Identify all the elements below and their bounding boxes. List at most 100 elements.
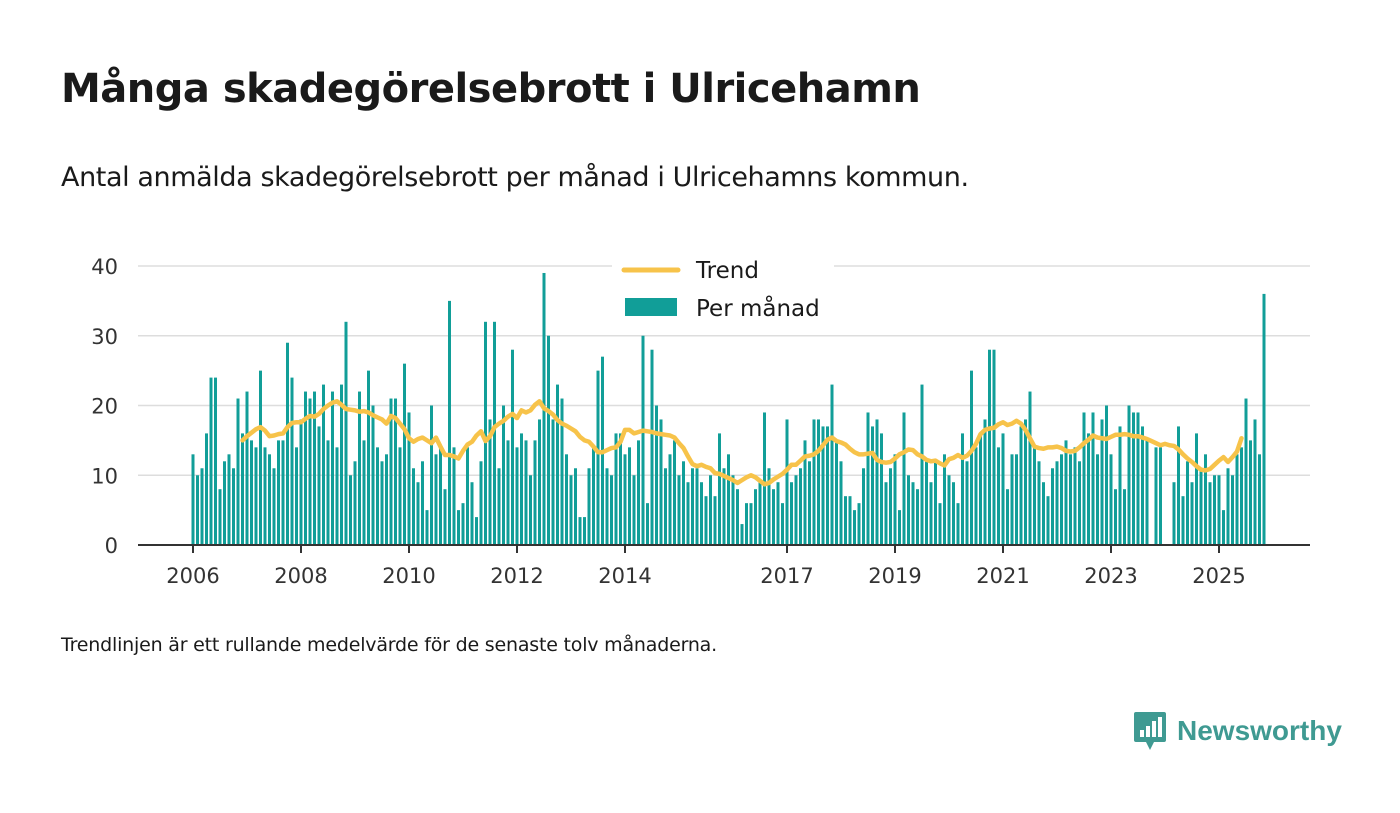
bar (785, 419, 789, 545)
bar (349, 475, 352, 545)
bar (848, 496, 852, 545)
bar (358, 391, 361, 545)
bar (1208, 482, 1212, 545)
bar (335, 447, 339, 545)
bar (277, 440, 280, 546)
bar (353, 461, 357, 545)
bar (997, 447, 1000, 545)
bar (547, 335, 550, 545)
bar (1001, 433, 1005, 545)
bar (853, 510, 856, 546)
bar (443, 489, 447, 545)
legend-bars-label: Per månad (696, 294, 820, 322)
bar (407, 412, 411, 545)
bar (1253, 419, 1257, 545)
bar (929, 482, 933, 545)
bar (862, 468, 865, 545)
bar (1222, 510, 1225, 546)
bar (331, 391, 334, 545)
bar (245, 391, 249, 545)
bar (1019, 426, 1023, 545)
bar (461, 503, 465, 545)
bar (1015, 454, 1018, 545)
y-tick-label: 20 (91, 395, 118, 419)
bar (970, 370, 973, 546)
bar (196, 475, 199, 545)
bar (1262, 293, 1266, 545)
bar (610, 475, 613, 545)
bar (857, 503, 861, 545)
x-tick-label: 2012 (490, 564, 543, 588)
bar (983, 419, 987, 545)
bar (1010, 454, 1014, 545)
bar (1231, 475, 1234, 545)
y-tick-label: 40 (91, 255, 118, 279)
bar (677, 475, 681, 545)
bar (340, 384, 343, 545)
bar (871, 426, 874, 545)
bar (1024, 419, 1027, 545)
bar (866, 412, 870, 545)
newsworthy-logo-icon (1134, 712, 1166, 750)
bar (817, 419, 820, 545)
bar (1136, 412, 1140, 545)
bar (475, 517, 478, 545)
bar (430, 405, 433, 545)
bar (974, 447, 978, 545)
bar (466, 447, 469, 545)
bar (308, 398, 312, 545)
axes: 2006 2008 2010 2012 2014 2017 2019 2021 2023 2025 (138, 544, 1310, 588)
bar (254, 447, 258, 545)
bar (713, 496, 717, 545)
bar (281, 440, 285, 546)
bar (1060, 454, 1063, 545)
bar (299, 419, 303, 545)
bar (988, 349, 991, 545)
bar (884, 482, 888, 545)
bar (304, 391, 307, 545)
bar (515, 447, 519, 545)
bar (326, 440, 330, 546)
bar (668, 454, 672, 545)
bar (592, 447, 595, 545)
bar (493, 321, 496, 545)
bar (295, 447, 298, 545)
bar (781, 503, 784, 545)
y-tick-label: 10 (91, 464, 118, 488)
bar (646, 503, 649, 545)
bar (772, 489, 775, 545)
bar (524, 440, 528, 546)
bar (1091, 412, 1095, 545)
bar (704, 496, 708, 545)
bar (637, 440, 640, 546)
bar (826, 426, 829, 545)
bar (214, 377, 217, 545)
bar (1258, 454, 1261, 545)
bar (1145, 440, 1149, 546)
bar (452, 447, 456, 545)
bar (511, 349, 514, 545)
newsworthy-brand[interactable]: Newsworthy (1133, 711, 1342, 751)
bar (992, 349, 996, 545)
bar (650, 349, 654, 545)
bar (740, 524, 744, 545)
bar (1118, 426, 1122, 545)
bar (380, 461, 384, 545)
bar (767, 468, 771, 545)
bar (551, 419, 555, 545)
bar (290, 377, 294, 545)
monthly-bars (191, 272, 1266, 546)
bar (1244, 398, 1248, 545)
bar (727, 454, 730, 545)
bar (1249, 440, 1252, 546)
bar (227, 454, 231, 545)
bar (673, 440, 676, 546)
bar (1082, 412, 1086, 545)
bar (736, 489, 739, 545)
bar (956, 503, 960, 545)
bar (1064, 440, 1068, 546)
bar (808, 461, 811, 545)
bar (875, 419, 879, 545)
bar (898, 510, 901, 546)
